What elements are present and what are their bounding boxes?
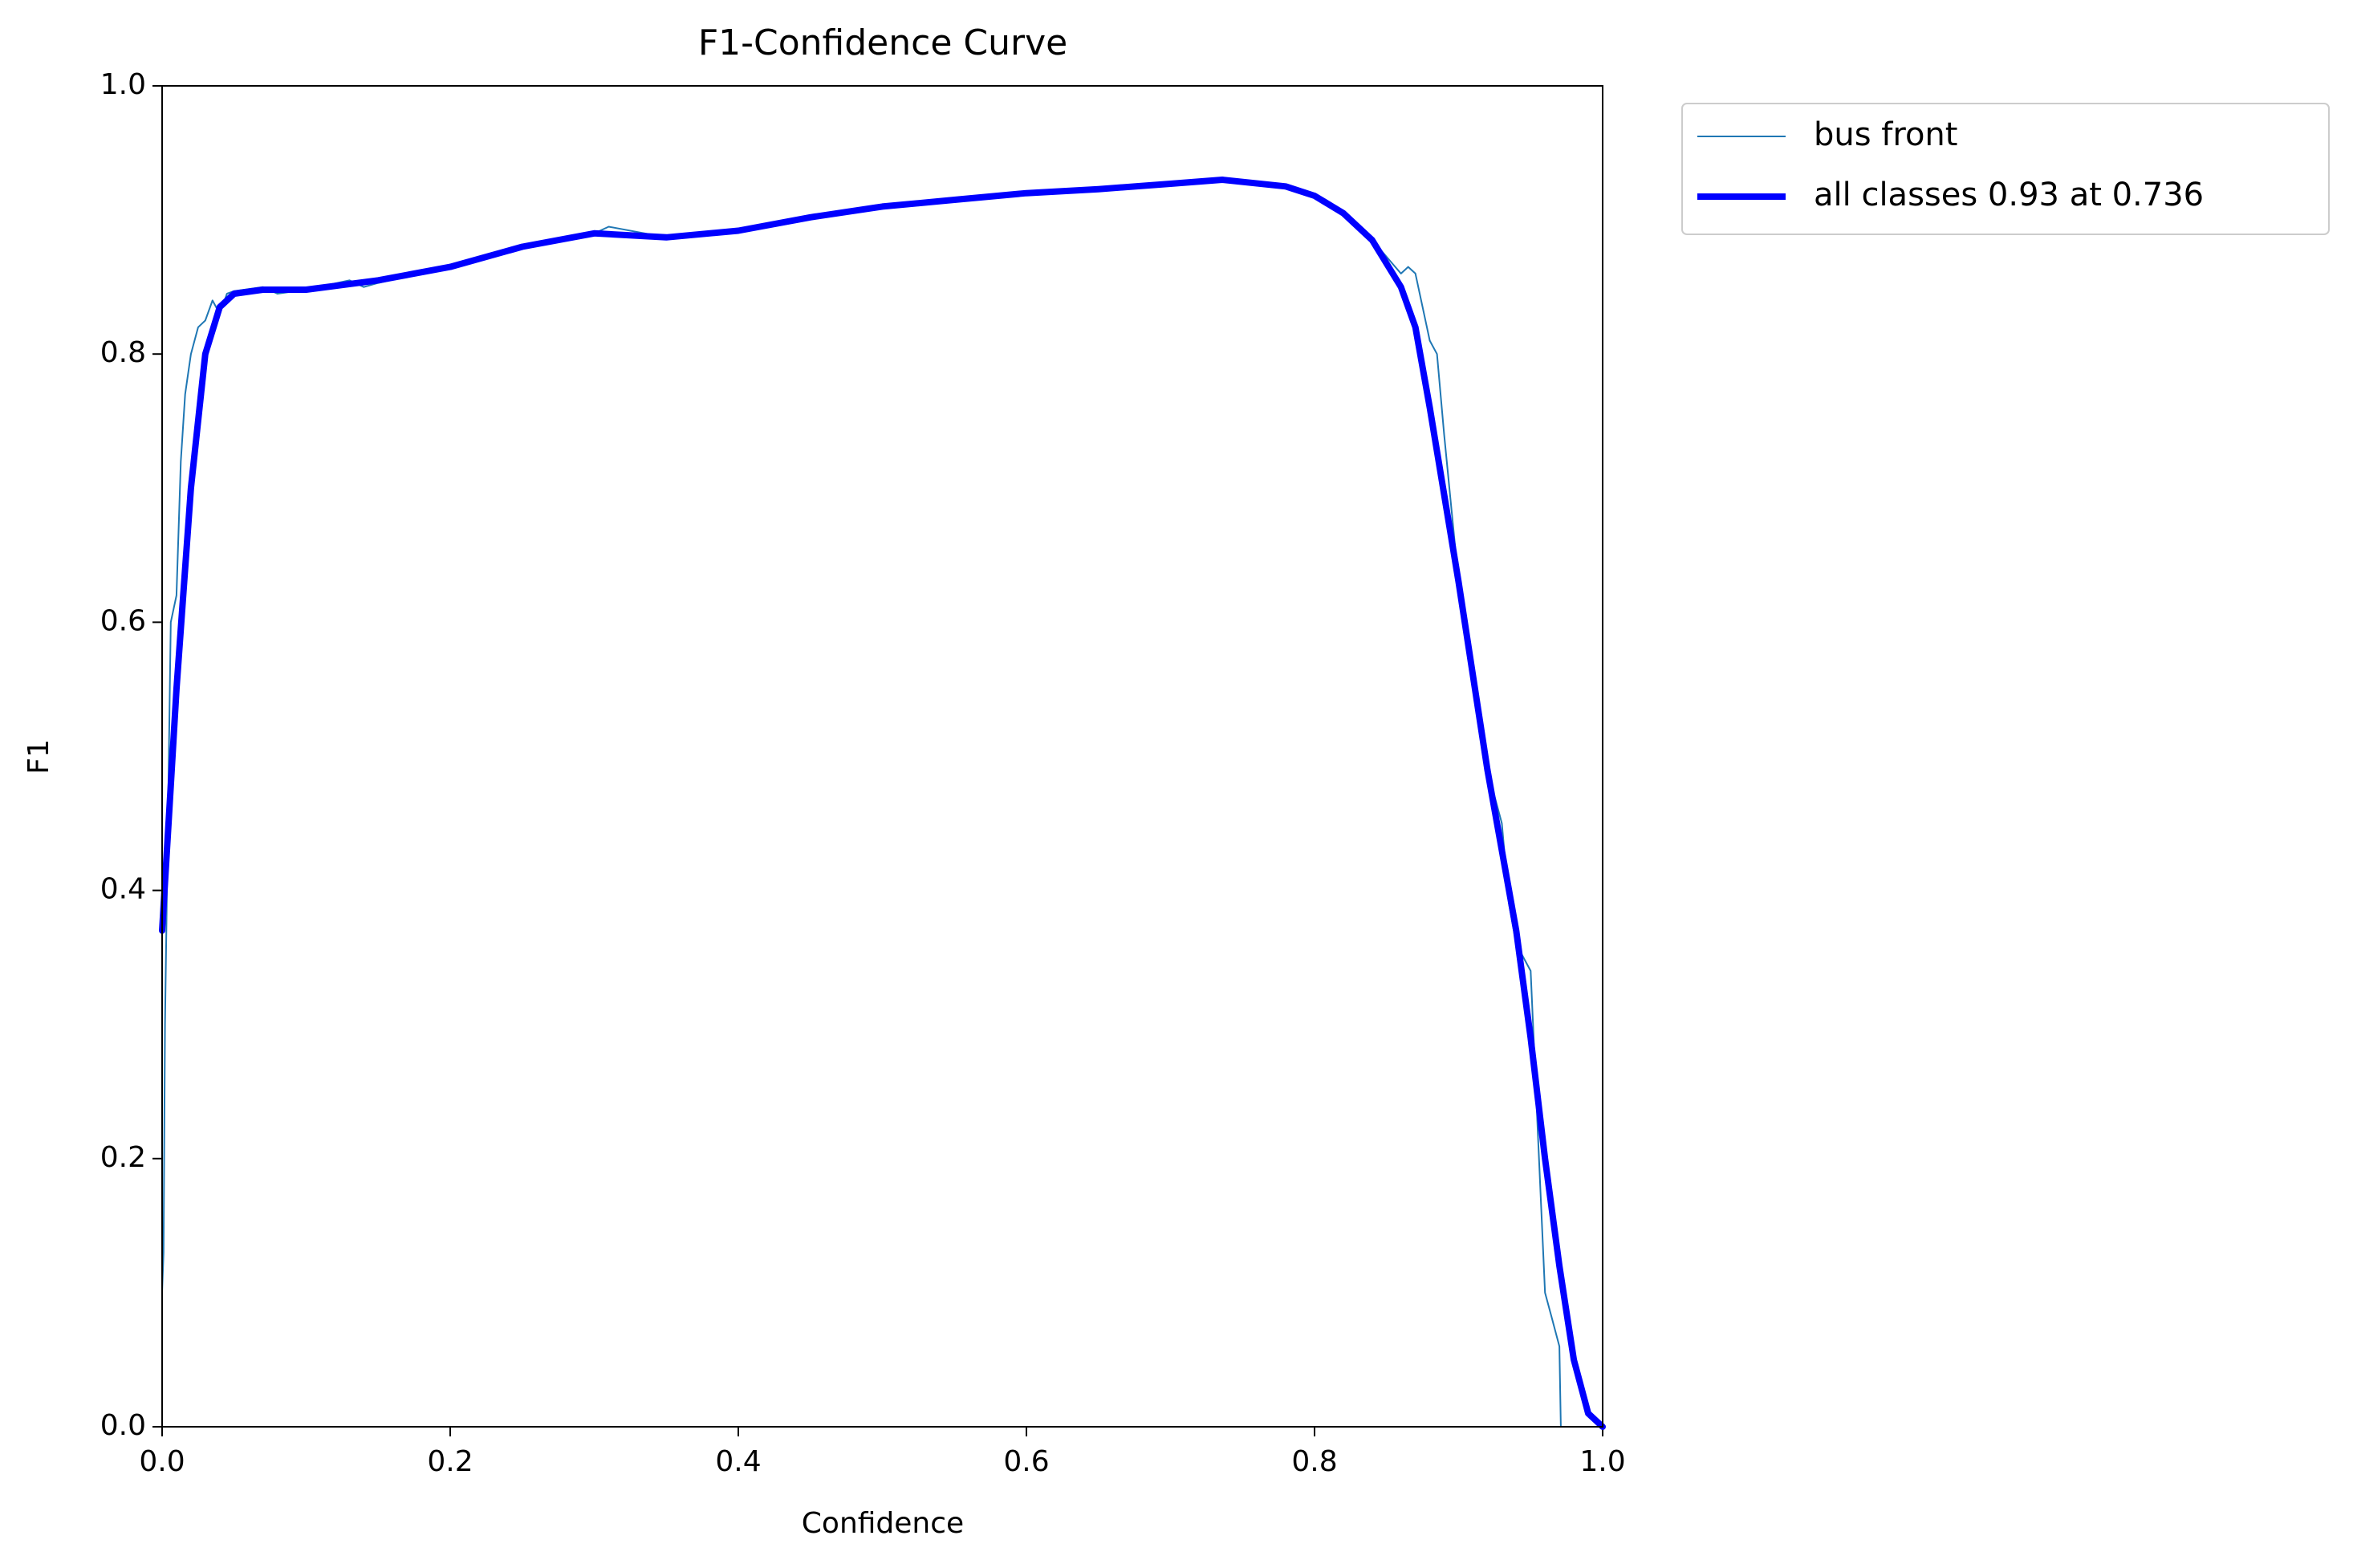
legend-label: bus front (1814, 116, 1957, 153)
y-tick-label: 0.4 (100, 873, 146, 906)
x-tick-label: 0.8 (1291, 1445, 1337, 1478)
series-line (161, 179, 1562, 1428)
series-line (159, 177, 1606, 1430)
y-tick-label: 0.8 (100, 336, 146, 369)
legend-box (1681, 103, 2330, 235)
y-axis-label: F1 (22, 739, 55, 774)
x-tick-label: 0.4 (715, 1445, 761, 1478)
x-tick-label: 1.0 (1579, 1445, 1625, 1478)
y-tick-label: 0.0 (100, 1409, 146, 1442)
y-tick-label: 1.0 (100, 68, 146, 101)
x-tick-label: 0.2 (427, 1445, 473, 1478)
plot-frame (161, 85, 1603, 1428)
y-tick-label: 0.2 (100, 1141, 146, 1174)
x-axis-label: Confidence (802, 1507, 964, 1540)
legend-label: all classes 0.93 at 0.736 (1814, 177, 2204, 213)
x-tick-label: 0.0 (139, 1445, 185, 1478)
y-tick-label: 0.6 (100, 604, 146, 637)
chart-title: F1-Confidence Curve (698, 22, 1067, 63)
x-tick-label: 0.6 (1003, 1445, 1049, 1478)
